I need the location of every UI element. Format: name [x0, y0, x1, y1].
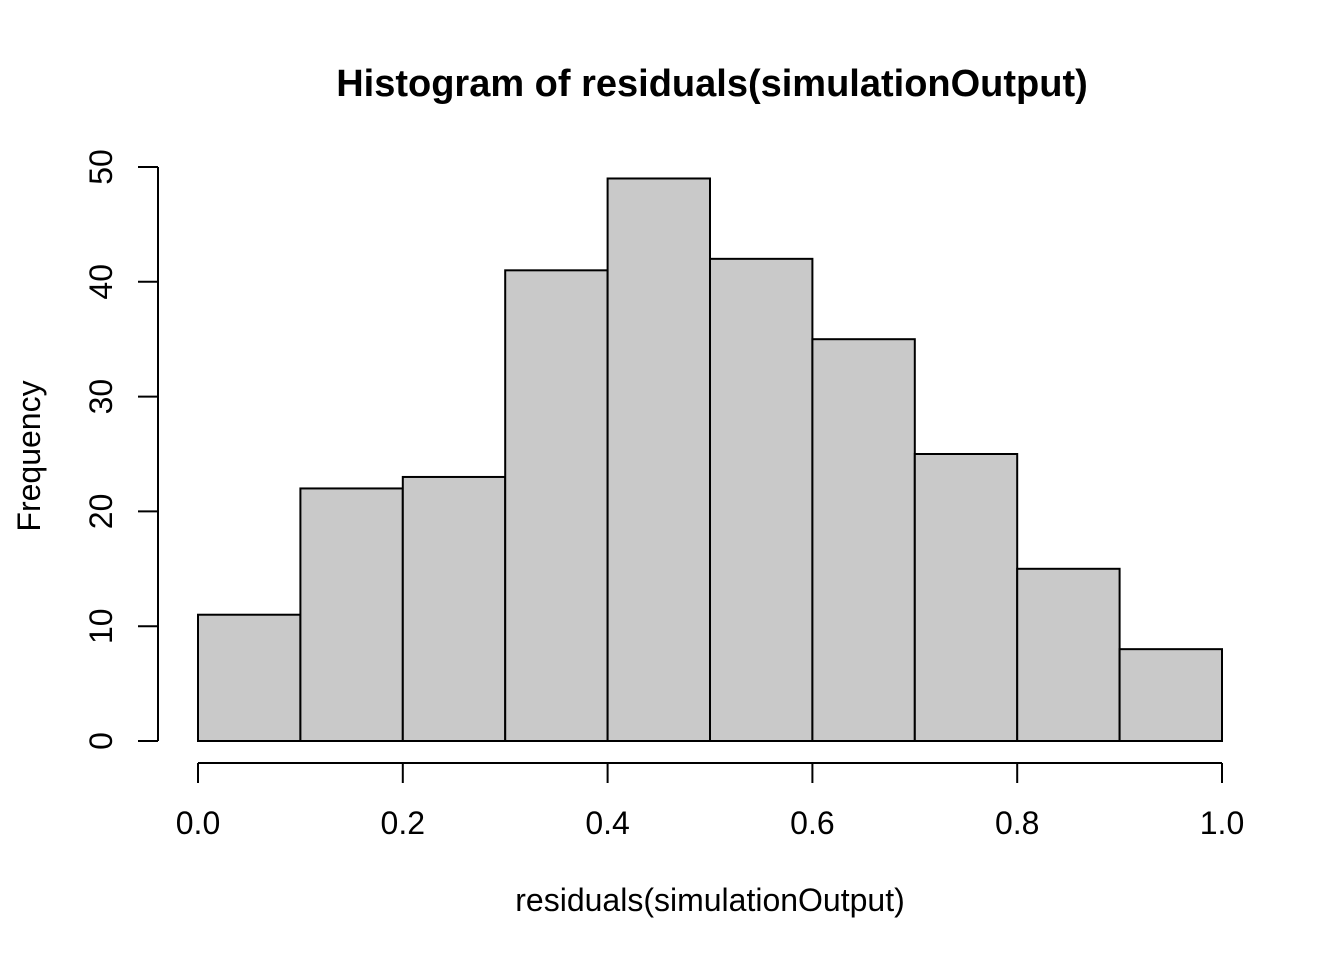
histogram-bar — [606, 177, 711, 743]
histogram-bar — [709, 257, 814, 742]
histogram-bar — [913, 453, 1019, 742]
bars-group — [197, 177, 1223, 743]
histogram-bar — [811, 338, 916, 742]
histogram-bar — [504, 269, 609, 742]
x-tick-label: 0.2 — [381, 805, 425, 841]
histogram-bar — [197, 613, 302, 742]
y-tick-label: 0 — [83, 732, 119, 750]
x-axis: 0.0 0.2 0.4 0.6 0.8 1.0 — [176, 762, 1244, 841]
x-tick-label: 1.0 — [1200, 805, 1244, 841]
histogram-bar — [401, 475, 507, 742]
y-tick-label: 40 — [83, 264, 119, 300]
y-tick-label: 20 — [83, 494, 119, 530]
y-tick-label: 50 — [83, 149, 119, 185]
x-axis-label: residuals(simulationOutput) — [515, 882, 905, 918]
y-tick-label: 30 — [83, 379, 119, 415]
x-tick-label: 0.6 — [790, 805, 834, 841]
histogram-bar — [1016, 567, 1121, 742]
x-tick-label: 0.0 — [176, 805, 220, 841]
chart-title: Histogram of residuals(simulationOutput) — [336, 63, 1088, 105]
x-tick-label: 0.4 — [585, 805, 629, 841]
y-tick-label: 10 — [83, 608, 119, 644]
y-axis-label: Frequency — [11, 380, 47, 531]
x-tick-label: 0.8 — [995, 805, 1039, 841]
histogram-bar — [1118, 648, 1223, 742]
y-axis: 0 10 20 30 40 50 — [83, 149, 159, 750]
histogram-bar — [299, 487, 404, 742]
